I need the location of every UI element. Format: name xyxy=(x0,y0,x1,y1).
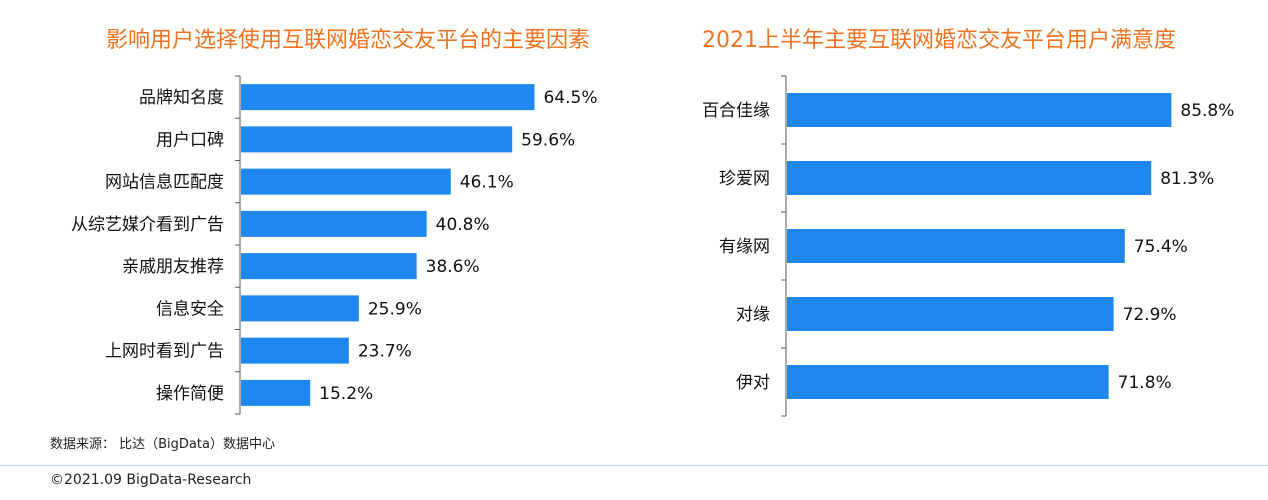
left-bar-chart: 品牌知名度 64.5% 用户口碑 59.6% 网站信息匹配度 46.1% 从综艺媒介看到广告… xyxy=(71,75,597,415)
category-label: 信息安全 xyxy=(156,299,224,319)
value-label: 40.8% xyxy=(436,215,490,235)
category-label: 亲戚朋友推荐 xyxy=(122,257,224,277)
data-source-note: 数据来源： 比达（BigData）数据中心 xyxy=(50,437,275,452)
bar xyxy=(787,365,1109,399)
category-label: 珍爱网 xyxy=(719,169,770,189)
bar xyxy=(787,93,1172,127)
value-label: 46.1% xyxy=(460,173,514,193)
bar xyxy=(241,379,311,406)
value-label: 85.8% xyxy=(1180,101,1234,121)
category-label: 对缘 xyxy=(736,305,770,325)
category-label: 品牌知名度 xyxy=(139,88,224,108)
bar xyxy=(241,253,417,280)
value-label: 25.9% xyxy=(368,299,422,319)
value-label: 59.6% xyxy=(521,130,575,150)
bar xyxy=(241,337,349,364)
category-label: 上网时看到广告 xyxy=(105,342,224,362)
bar xyxy=(241,84,535,111)
copyright-text: ©2021.09 BigData-Research xyxy=(50,472,252,488)
bar xyxy=(787,161,1152,195)
value-label: 64.5% xyxy=(543,88,597,108)
bar xyxy=(241,210,427,237)
category-label: 百合佳缘 xyxy=(702,101,770,121)
value-label: 15.2% xyxy=(319,384,373,404)
value-label: 81.3% xyxy=(1160,169,1214,189)
footer-divider xyxy=(0,465,1268,466)
value-label: 75.4% xyxy=(1134,237,1188,257)
category-label: 从综艺媒介看到广告 xyxy=(71,215,224,235)
bar xyxy=(787,229,1125,263)
category-label: 用户口碑 xyxy=(156,130,224,150)
value-label: 23.7% xyxy=(358,342,412,362)
value-label: 38.6% xyxy=(426,257,480,277)
right-chart-title: 2021上半年主要互联网婚恋交友平台用户满意度 xyxy=(702,28,1176,53)
bar xyxy=(241,168,451,195)
category-label: 操作简便 xyxy=(156,384,224,404)
left-chart-title: 影响用户选择使用互联网婚恋交友平台的主要因素 xyxy=(106,28,591,53)
value-label: 72.9% xyxy=(1123,305,1177,325)
category-label: 网站信息匹配度 xyxy=(105,173,224,193)
bar xyxy=(241,126,513,153)
bar xyxy=(241,295,359,322)
right-bar-chart: 百合佳缘 85.8% 珍爱网 81.3% 有缘网 75.4% 对缘 72.9% 伊对 71.8% xyxy=(702,75,1234,417)
bar xyxy=(787,297,1114,331)
category-label: 有缘网 xyxy=(719,237,770,257)
value-label: 71.8% xyxy=(1118,373,1172,393)
category-label: 伊对 xyxy=(736,373,770,393)
